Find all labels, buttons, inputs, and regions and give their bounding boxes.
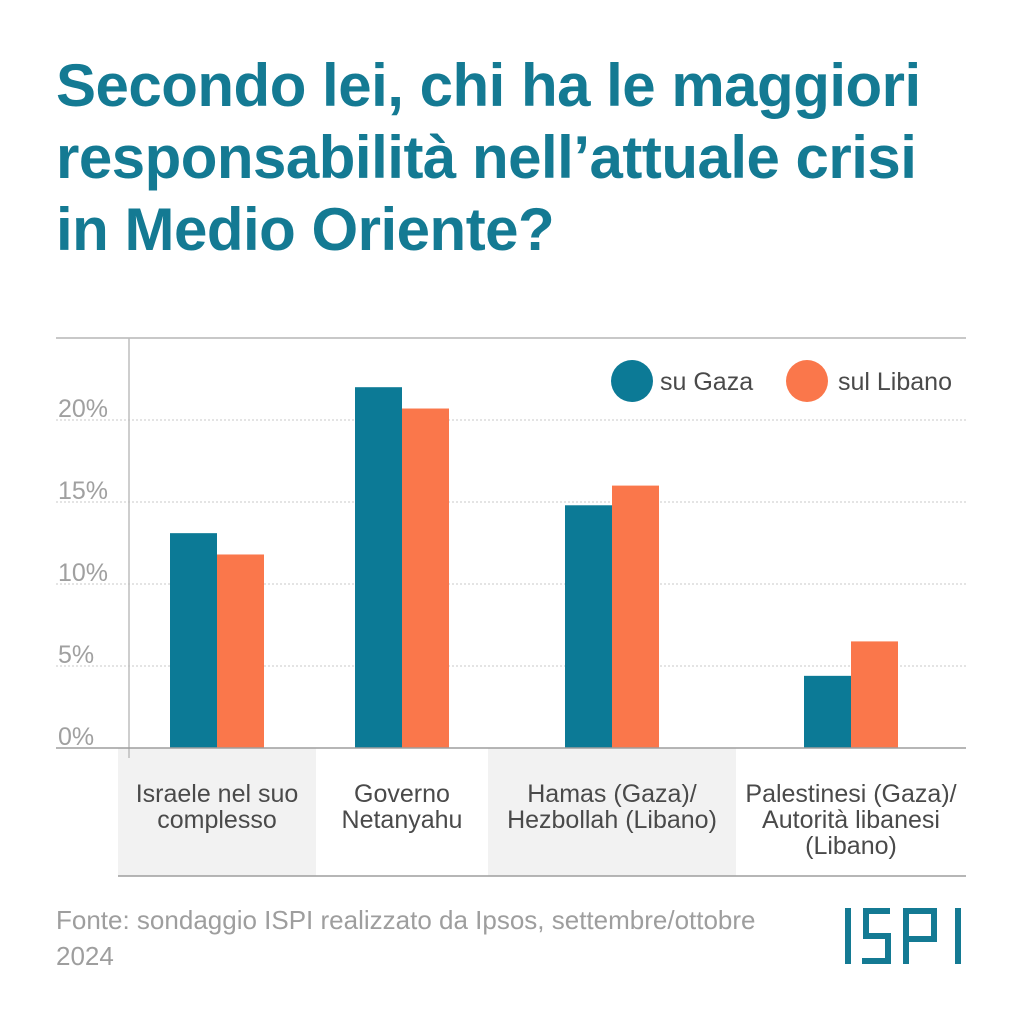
- bar-gaza: [170, 533, 217, 748]
- x-tick-label: Governo Netanyahu: [342, 780, 463, 834]
- bar-libano: [402, 408, 449, 748]
- bar-gaza: [565, 505, 612, 748]
- axis-lines: [56, 337, 966, 877]
- y-tick-label: 15%: [58, 477, 108, 505]
- x-tick-label-line: Hezbollah (Libano): [507, 806, 717, 834]
- x-axis-labels: Israele nel suo complesso Governo Netanyahu…: [136, 780, 957, 860]
- y-tick-label: 20%: [58, 395, 108, 423]
- legend: su Gaza sul Libano: [611, 360, 952, 402]
- x-tick-label-line: complesso: [157, 806, 277, 834]
- legend-label: su Gaza: [660, 368, 753, 396]
- bars: [170, 387, 898, 748]
- x-tick-label: Hamas (Gaza)/Hezbollah (Libano): [507, 780, 717, 834]
- x-tick-label-line: Netanyahu: [342, 806, 463, 834]
- legend-swatch: [786, 360, 828, 402]
- chart-title: Secondo lei, chi ha le maggiori responsa…: [56, 52, 921, 263]
- x-tick-label-line: Autorità libanesi: [762, 806, 940, 834]
- y-tick-label: 10%: [58, 559, 108, 587]
- category-band: [118, 748, 316, 876]
- x-tick-label-line: Governo: [354, 780, 450, 808]
- legend-label: sul Libano: [838, 368, 952, 396]
- x-tick-label-line: Palestinesi (Gaza)/: [745, 780, 956, 808]
- x-tick-label-line: (Libano): [805, 832, 897, 860]
- legend-swatch: [611, 360, 653, 402]
- x-tick-label: Palestinesi (Gaza)/Autorità libanesi (Lib…: [745, 780, 956, 860]
- category-bands: [118, 748, 736, 876]
- source-note: Fonte: sondaggio ISPI realizzato da Ipso…: [56, 905, 756, 971]
- ispi-logo: [845, 908, 961, 964]
- x-tick-label-line: Hamas (Gaza)/: [527, 780, 697, 808]
- bar-gaza: [355, 387, 402, 748]
- bar-libano: [851, 641, 898, 748]
- x-tick-label: Israele nel suo complesso: [136, 780, 299, 834]
- category-band: [488, 748, 736, 876]
- y-tick-label: 5%: [58, 641, 94, 669]
- chart-area: 0% 5% 10% 15% 20% Israele nel suo complesso Go…: [0, 330, 1024, 890]
- y-axis-ticks: 0% 5% 10% 15% 20%: [58, 395, 108, 751]
- bar-chart: 0% 5% 10% 15% 20% Israele nel suo complesso Go…: [56, 337, 966, 877]
- y-tick-label: 0%: [58, 723, 94, 751]
- bar-libano: [612, 485, 659, 748]
- bar-libano: [217, 554, 264, 748]
- bar-gaza: [804, 675, 851, 748]
- x-tick-label-line: Israele nel suo: [136, 780, 299, 808]
